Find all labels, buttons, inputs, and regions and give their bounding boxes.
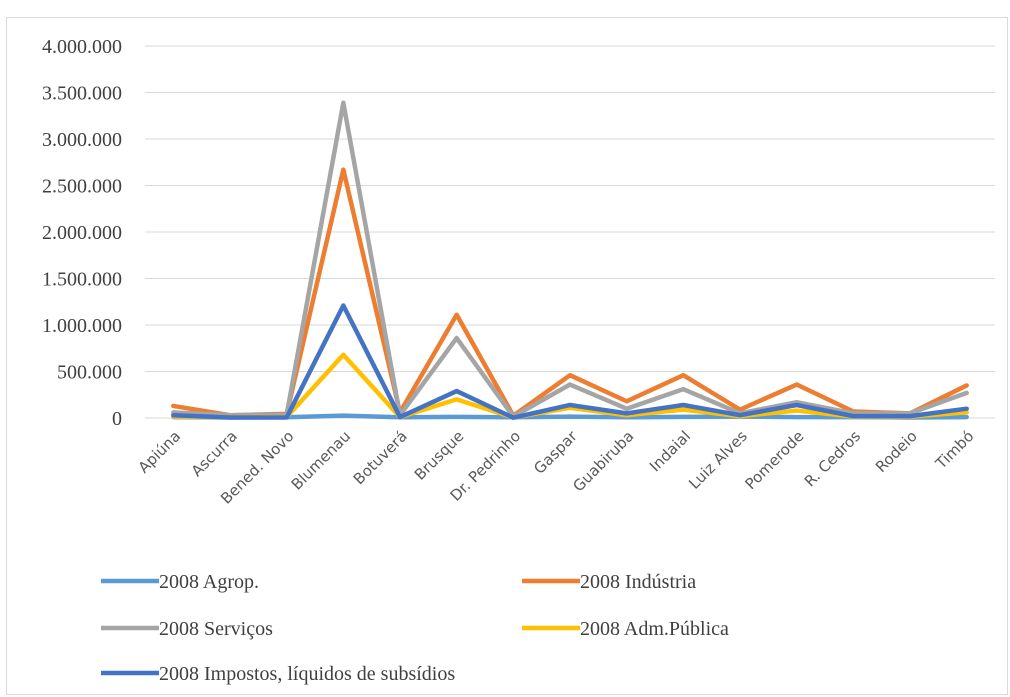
y-tick-label: 1.500.000 [42,269,122,291]
x-tick-label: Ascurra [188,427,241,480]
chart-frame [6,17,1008,695]
gridlines [145,45,995,419]
x-tick-label: Indaial [646,427,694,475]
x-tick-label: Brusque [411,427,468,484]
legend-label: 2008 Indústria [580,571,696,593]
legend: 2008 Agrop. 2008 Indústria 2008 Serviços 20… [101,571,729,685]
series-line-3 [171,100,969,419]
x-tick-label: Rodeio [872,427,921,476]
series-line-5 [171,303,969,420]
series-line-2 [171,167,969,418]
y-tick-label: 1.000.000 [42,315,122,337]
y-tick-label: 3.000.000 [42,129,122,151]
x-tick-label: Botuverá [350,427,411,488]
x-tick-label: Timbó [931,427,977,473]
legend-label: 2008 Agrop. [159,571,259,593]
y-axis-ticks: 0 500.000 1.000.000 1.500.000 2.000.000 2.500… [42,36,122,430]
series-line-1 [171,413,969,420]
x-tick-label: Luiz Alves [685,427,751,493]
y-tick-label: 2.500.000 [42,176,122,198]
y-tick-label: 0 [112,408,122,430]
x-tick-label: Blumenau [288,427,354,493]
y-tick-label: 500.000 [57,362,122,384]
x-tick-label: Pomerode [742,427,808,493]
x-tick-label: Gaspar [530,427,581,478]
y-tick-label: 2.000.000 [42,222,122,244]
series-lines [171,100,969,420]
legend-label: 2008 Adm.Pública [580,618,729,640]
x-tick-label: Guabiruba [569,427,637,495]
x-tick-label: R. Cedros [801,427,864,490]
legend-label: 2008 Serviços [159,618,273,640]
x-tick-label: Apiúna [135,427,185,477]
legend-label: 2008 Impostos, líquidos de subsídios [159,663,455,685]
y-tick-label: 3.500.000 [42,83,122,105]
y-tick-label: 4.000.000 [42,36,122,58]
